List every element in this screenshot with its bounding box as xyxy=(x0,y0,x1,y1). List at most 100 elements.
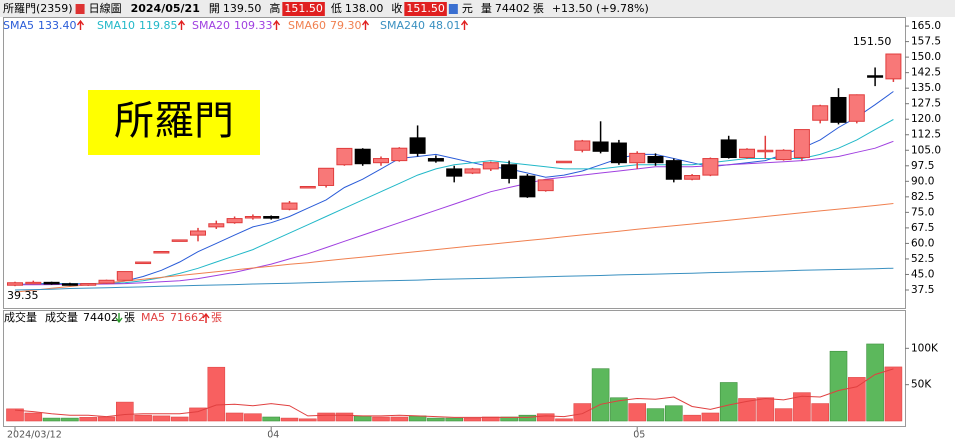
legend-name: SMA20 xyxy=(192,19,230,32)
ma-line xyxy=(14,91,894,286)
candle-body xyxy=(373,158,389,164)
candle-body xyxy=(354,148,371,165)
y-tick-label: 52.5 xyxy=(911,253,934,265)
candle-body xyxy=(43,281,60,285)
candle-body xyxy=(98,279,115,284)
y-tick-label: 135.0 xyxy=(911,82,941,94)
header-highlight xyxy=(282,2,325,16)
y-tick-label: 67.5 xyxy=(911,222,934,234)
y-tick-label: 100K xyxy=(911,342,939,354)
candle-body xyxy=(446,168,463,177)
header-text: 139.50 xyxy=(223,2,262,15)
candle-body xyxy=(208,223,225,228)
y-tick-label: 60.0 xyxy=(911,237,934,249)
volume-bar xyxy=(189,407,207,422)
volume-bar xyxy=(353,415,372,422)
trend-arrow xyxy=(115,313,123,324)
y-tick-label: 82.5 xyxy=(911,191,934,203)
volume-bar xyxy=(24,412,43,422)
header-bar xyxy=(0,0,955,17)
annotation: 所羅門 xyxy=(114,98,234,144)
header-text: 151.50 xyxy=(406,2,445,15)
header-text: 開 xyxy=(209,2,220,15)
volume-bar xyxy=(811,403,830,422)
header-highlight xyxy=(404,2,447,16)
header-text: 量 xyxy=(481,2,492,15)
header-text: 74402 xyxy=(495,2,530,15)
legend-entry: SMA240 48.01 xyxy=(380,19,461,32)
volume-bar xyxy=(335,412,354,422)
volume-bar xyxy=(518,414,537,422)
legend-unit: 張 xyxy=(124,311,135,324)
candle-body xyxy=(556,160,572,164)
volume-bar xyxy=(427,417,445,422)
volume-bar xyxy=(225,412,244,422)
legend-entry: SMA5 133.40 xyxy=(3,19,77,32)
volume-bar xyxy=(280,417,299,422)
y-tick-label: 157.5 xyxy=(911,36,941,48)
candle-body xyxy=(848,94,865,122)
legend-name: MA5 xyxy=(141,311,165,324)
ma-line xyxy=(14,267,894,291)
candle-body xyxy=(80,283,97,286)
volume-bar xyxy=(390,416,409,422)
candle-body xyxy=(592,141,609,152)
legend-name: SMA240 xyxy=(380,19,425,32)
volume-bar xyxy=(738,398,756,422)
header-text: 138.00 xyxy=(345,2,384,15)
volume-bar xyxy=(445,417,464,422)
candle-body xyxy=(25,281,42,285)
candle-body xyxy=(190,230,206,236)
volume-bar xyxy=(116,401,134,422)
price-panel xyxy=(3,17,906,309)
y-tick-label: 142.5 xyxy=(911,67,941,79)
y-tick-label: 37.5 xyxy=(911,284,934,296)
legend-name: SMA5 xyxy=(3,19,34,32)
legend-entry: 成交量 74402 xyxy=(45,310,118,324)
candle-body xyxy=(702,158,719,176)
candle-body xyxy=(867,75,884,78)
volume-bar xyxy=(793,392,811,422)
y-tick-label: 127.5 xyxy=(911,98,941,110)
legend-name: SMA60 xyxy=(288,19,326,32)
legend-unit: 張 xyxy=(211,311,222,324)
candle-body xyxy=(263,216,280,219)
candle-body xyxy=(171,239,188,242)
candle-body xyxy=(153,250,170,254)
legend-value: 48.01 xyxy=(429,19,461,32)
volume-bar xyxy=(774,408,793,422)
legend-entry: MA5 71662 xyxy=(141,311,205,324)
y-tick-label: 105.0 xyxy=(911,144,941,156)
candle-body xyxy=(61,283,78,286)
trend-arrow xyxy=(361,19,370,30)
header-text: +13.50 (+9.78%) xyxy=(552,2,649,15)
legend-entry: SMA20 109.33 xyxy=(192,19,273,32)
volume-ma-line xyxy=(14,368,894,418)
x-tick-label: 05 xyxy=(633,430,645,441)
legend-value: 79.30 xyxy=(330,19,362,32)
candle-body xyxy=(501,164,518,179)
trend-arrow xyxy=(76,19,85,30)
high-label: 151.50 xyxy=(853,35,892,48)
header-text: 151.50 xyxy=(284,2,323,15)
candle-body xyxy=(318,167,335,186)
volume-bar xyxy=(372,416,390,422)
x-tick-label: 2024/03/12 xyxy=(7,430,62,441)
header-icon xyxy=(448,4,458,14)
candle-body xyxy=(629,152,646,164)
candle-body xyxy=(775,149,792,161)
volume-bar xyxy=(207,366,226,422)
candle-body xyxy=(665,160,682,180)
legend-name: SMA10 xyxy=(97,19,135,32)
header-text: 2024/05/21 xyxy=(131,2,200,15)
candle-body xyxy=(830,96,847,123)
candle-body xyxy=(464,168,481,174)
volume-bar xyxy=(134,414,152,422)
volume-bar xyxy=(79,417,97,422)
candle-body xyxy=(226,218,243,224)
volume-bar xyxy=(683,414,701,422)
header-text: 低 xyxy=(331,2,342,15)
trend-arrow xyxy=(177,19,186,30)
header-text: 張 xyxy=(533,2,544,15)
